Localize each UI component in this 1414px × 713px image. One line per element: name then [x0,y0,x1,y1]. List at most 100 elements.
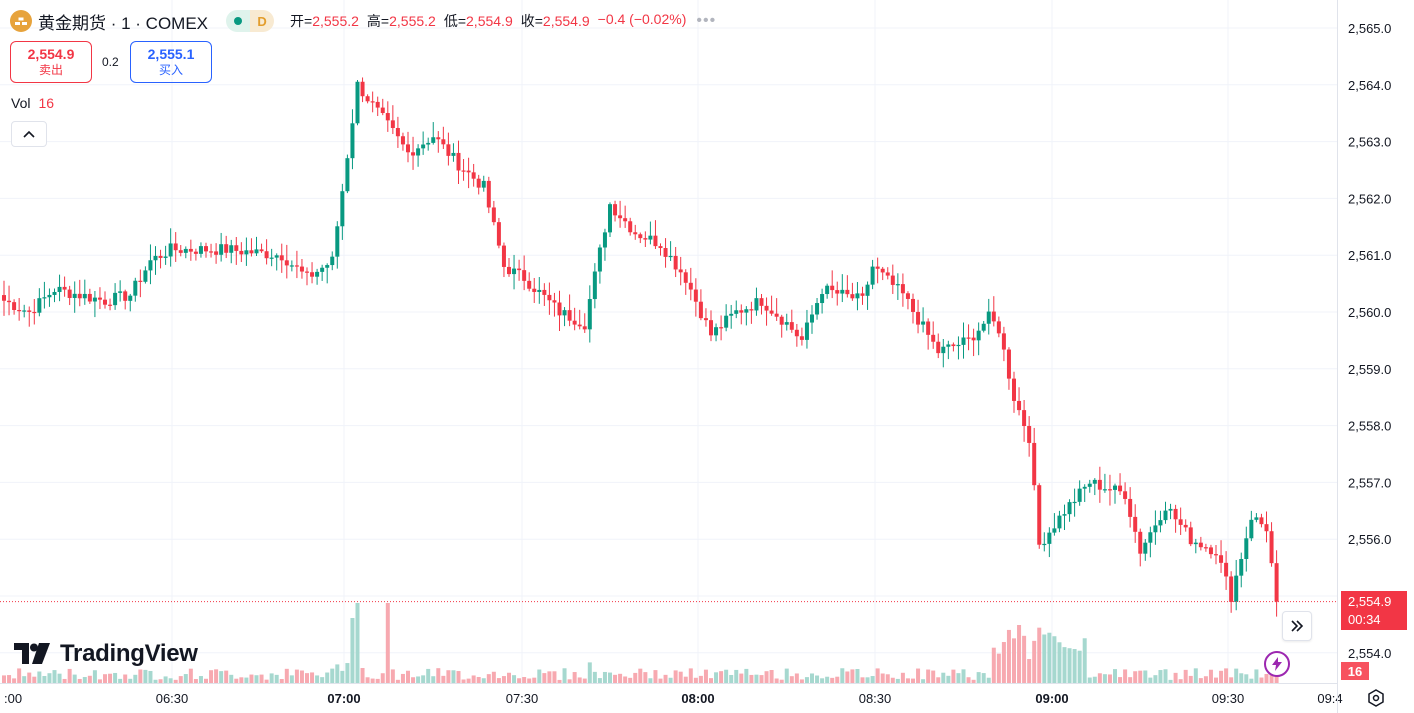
volume-bar [244,677,249,683]
candle-body [133,280,138,296]
candle-body [163,256,168,258]
volume-bar [1168,679,1173,683]
volume-bar [1082,638,1087,683]
settings-gear-icon[interactable] [1366,688,1386,708]
volume-bar [1057,642,1062,683]
candlestick-series [2,77,1279,617]
volume-bar [1032,640,1037,683]
candle-body [880,268,885,273]
volume-bar [254,675,259,683]
volume-bar [527,678,532,683]
candle-body [284,260,289,266]
candle-body [143,270,148,282]
volume-bar [1219,670,1224,683]
volume-bar [67,668,72,683]
volume-bar [845,671,850,683]
symbol-title[interactable]: 黄金期货 · 1 · COMEX [38,13,209,33]
volume-bar [744,668,749,683]
candle-body [1102,489,1107,491]
volume-bar [108,673,113,683]
candle-body [608,204,612,233]
volume-bar [37,671,42,683]
volume-bar [335,664,340,683]
volume-bar [370,678,375,683]
lightning-icon[interactable] [1264,651,1290,677]
y-tick-label: 2,565.0 [1348,21,1391,36]
candle-body [320,267,325,272]
volume-bar [724,669,729,683]
volume-bar [128,678,133,683]
volume-bar [219,671,224,683]
candle-body [759,298,764,306]
candle-body [325,265,330,268]
candle-body [597,247,602,272]
y-tick-label: 2,558.0 [1348,419,1391,434]
volume-bar [890,677,895,683]
candle-body [42,297,47,299]
candle-body [648,235,653,240]
candle-body [1001,333,1006,350]
more-options-icon[interactable]: ••• [696,12,717,29]
volume-bar [552,671,557,683]
volume-bar [113,672,118,683]
candle-body [1168,508,1173,511]
candle-body [466,170,471,173]
volume-bar [1239,673,1244,683]
volume-bar [517,678,522,683]
candle-body [113,292,118,306]
volume-bar [274,674,279,683]
candle-body [789,322,794,330]
candle-body [1153,525,1158,533]
candle-body [1264,524,1269,532]
volume-bar [138,669,143,683]
candle-body [1087,483,1092,487]
candle-body [865,284,870,296]
volume-bar [683,676,688,683]
volume-bar [880,673,885,683]
volume-bar [562,668,567,683]
volume-bar [183,674,188,683]
volume-bar [865,677,870,683]
volume-bar [27,672,32,683]
candle-body [118,291,123,293]
candle-body [1138,531,1143,554]
collapse-legend-button[interactable] [11,121,47,147]
volume-bar [815,675,820,683]
candle-body [395,128,400,137]
volume-bar [72,674,77,683]
volume-bar [87,675,92,683]
buy-button[interactable]: 2,555.1 买入 [130,41,212,83]
x-tick-label: 08:00 [681,691,714,706]
candle-body [739,310,744,313]
volume-bar [42,675,47,683]
candle-body [860,293,865,296]
scroll-to-realtime-button[interactable] [1282,611,1312,641]
candle-body [1249,519,1254,539]
sell-button[interactable]: 2,554.9 卖出 [10,41,92,83]
volume-bar [764,671,769,683]
candle-body [941,346,946,354]
candle-body [32,311,37,314]
volume-bar [325,672,330,683]
candle-body [234,245,239,251]
volume-bar [582,678,587,683]
candle-body [688,282,693,290]
volume-bar [431,676,436,683]
spread-value: 0.2 [102,55,119,69]
candle-body [946,344,951,347]
candle-body [87,293,92,302]
volume-bar [1254,669,1259,683]
volume-bar [214,669,219,683]
candle-body [128,295,133,301]
candle-body [1244,538,1249,560]
candle-body [17,309,22,312]
volume-bar [1183,669,1188,683]
volume-bar [340,670,345,683]
market-status-pill[interactable]: D [226,10,275,32]
volume-bar [779,679,784,683]
volume-bar [259,674,264,683]
candle-body [67,289,72,298]
tradingview-logo[interactable]: TradingView [14,640,198,668]
volume-bar [198,676,203,683]
